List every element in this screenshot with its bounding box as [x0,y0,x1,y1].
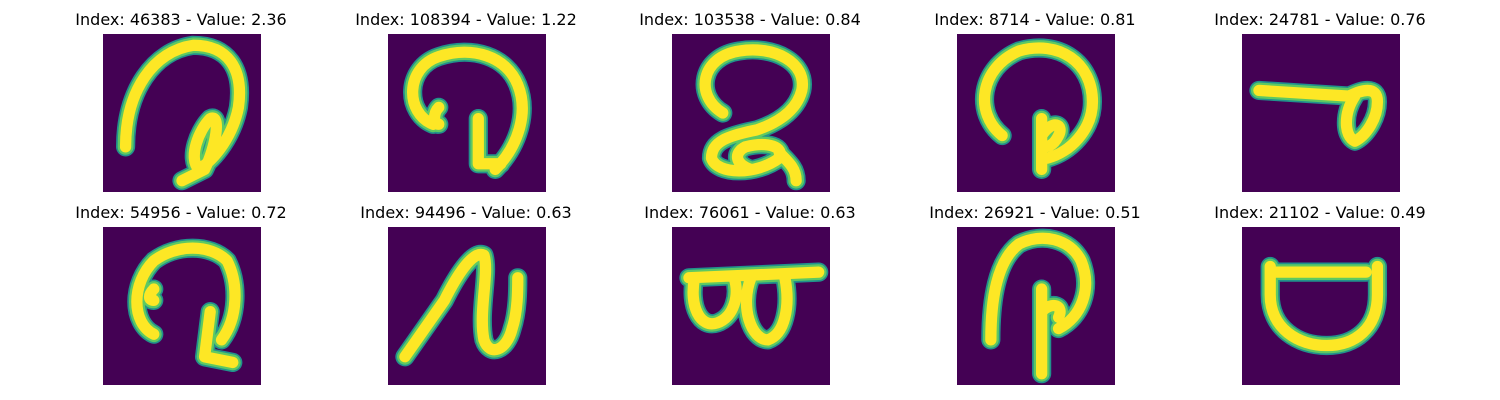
glyph-svg [1242,34,1400,192]
glyph-stroke [978,42,1099,176]
glyph-svg [672,34,830,192]
glyph-stroke [683,266,825,346]
panel-8: Index: 76061 - Value: 0.63 [600,193,900,385]
panel-1: Index: 46383 - Value: 2.36 [31,0,331,192]
panel-title: Index: 76061 - Value: 0.63 [644,203,856,222]
glyph-svg [672,227,830,385]
glyph-svg [957,227,1115,385]
panel-title: Index: 94496 - Value: 0.63 [360,203,572,222]
panel-10: Index: 21102 - Value: 0.49 [1170,193,1470,385]
glyph-image [672,227,830,385]
glyph-svg [103,227,261,385]
panel-5: Index: 24781 - Value: 0.76 [1170,0,1470,192]
glyph-image [388,227,546,385]
glyph-stroke [119,39,246,187]
glyph-stroke [407,46,528,176]
glyph-image [103,34,261,192]
panel-title: Index: 26921 - Value: 0.51 [929,203,1141,222]
panel-title: Index: 46383 - Value: 2.36 [75,10,287,29]
glyph-image [103,227,261,385]
glyph-svg [1242,227,1400,385]
glyph-stroke [1253,84,1384,147]
glyph-stroke [985,232,1092,380]
glyph-stroke [699,44,809,187]
glyph-stroke [131,242,241,369]
glyph-stroke [399,248,524,363]
panel-6: Index: 54956 - Value: 0.72 [31,193,331,385]
glyph-svg [957,34,1115,192]
panel-title: Index: 8714 - Value: 0.81 [934,10,1136,29]
panel-title: Index: 24781 - Value: 0.76 [1214,10,1426,29]
glyph-image [388,34,546,192]
glyph-image [1242,34,1400,192]
panel-title: Index: 108394 - Value: 1.22 [355,10,577,29]
panel-title: Index: 54956 - Value: 0.72 [75,203,287,222]
panel-2: Index: 108394 - Value: 1.22 [316,0,616,192]
glyph-image [957,227,1115,385]
glyph-stroke [1264,260,1384,352]
glyph-svg [388,227,546,385]
glyph-image [1242,227,1400,385]
panel-9: Index: 26921 - Value: 0.51 [885,193,1185,385]
glyph-svg [103,34,261,192]
panel-4: Index: 8714 - Value: 0.81 [885,0,1185,192]
panel-3: Index: 103538 - Value: 0.84 [600,0,900,192]
panel-title: Index: 21102 - Value: 0.49 [1214,203,1426,222]
panel-7: Index: 94496 - Value: 0.63 [316,193,616,385]
glyph-image [672,34,830,192]
panel-title: Index: 103538 - Value: 0.84 [639,10,861,29]
glyph-svg [388,34,546,192]
glyph-image [957,34,1115,192]
